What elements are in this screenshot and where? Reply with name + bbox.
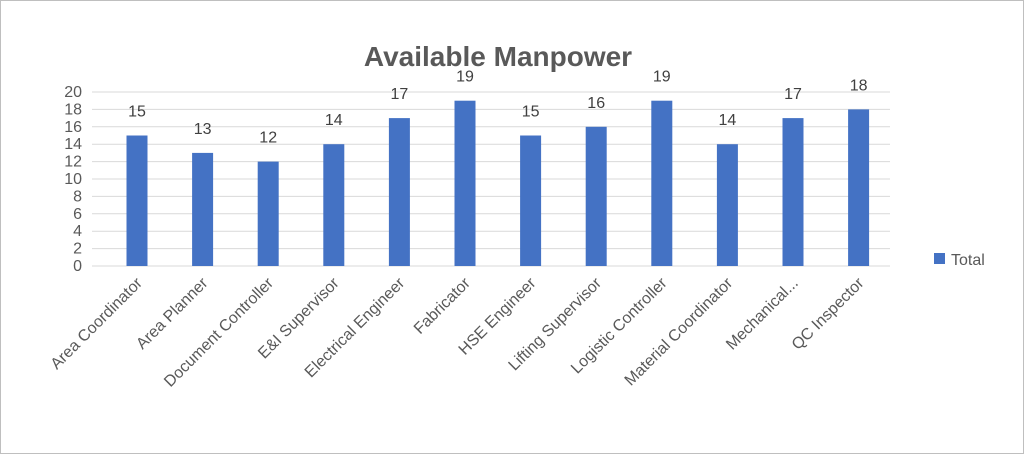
bar <box>651 100 673 266</box>
bar <box>520 135 542 266</box>
bars <box>126 100 870 267</box>
data-label: 18 <box>850 77 868 94</box>
y-tick-label: 20 <box>64 84 82 101</box>
y-tick-label: 12 <box>64 154 82 171</box>
data-label: 13 <box>194 121 212 138</box>
x-category-label: Area Coordinator <box>48 274 147 373</box>
y-tick-label: 14 <box>64 136 82 153</box>
chart-title: Available Manpower <box>364 41 632 72</box>
bar <box>454 100 476 266</box>
y-tick-label: 8 <box>73 188 82 205</box>
x-category-label: Material Coordinator <box>622 274 737 389</box>
y-tick-label: 16 <box>64 119 82 136</box>
data-label: 15 <box>128 104 146 121</box>
data-label: 12 <box>259 130 277 147</box>
bar <box>848 109 870 267</box>
bar <box>126 135 148 266</box>
x-category-label: Fabricator <box>411 274 474 337</box>
data-label: 17 <box>784 86 802 103</box>
gridlines <box>92 91 890 267</box>
data-label: 14 <box>719 112 737 129</box>
bar <box>782 118 804 266</box>
data-label: 15 <box>522 104 540 121</box>
legend: Total <box>934 252 985 269</box>
data-label: 19 <box>456 69 474 86</box>
bar <box>585 126 607 266</box>
bar <box>192 152 214 266</box>
y-tick-label: 10 <box>64 171 82 188</box>
data-label: 16 <box>587 95 605 112</box>
data-label: 17 <box>391 86 409 103</box>
legend-label-total: Total <box>951 252 985 269</box>
bar <box>388 118 410 266</box>
y-tick-label: 18 <box>64 101 82 118</box>
x-category-label: Document Controller <box>161 274 277 390</box>
data-label: 19 <box>653 69 671 86</box>
y-tick-label: 6 <box>73 206 82 223</box>
y-tick-label: 2 <box>73 241 82 258</box>
y-tick-label: 0 <box>73 258 82 275</box>
data-label: 14 <box>325 112 343 129</box>
bar <box>716 144 738 266</box>
data-labels: 15 13 12 14 17 19 15 16 19 14 17 18 <box>128 69 867 147</box>
y-tick-label: 4 <box>73 223 82 240</box>
legend-swatch-total <box>934 253 945 264</box>
bar <box>257 161 279 266</box>
bar <box>323 144 345 266</box>
